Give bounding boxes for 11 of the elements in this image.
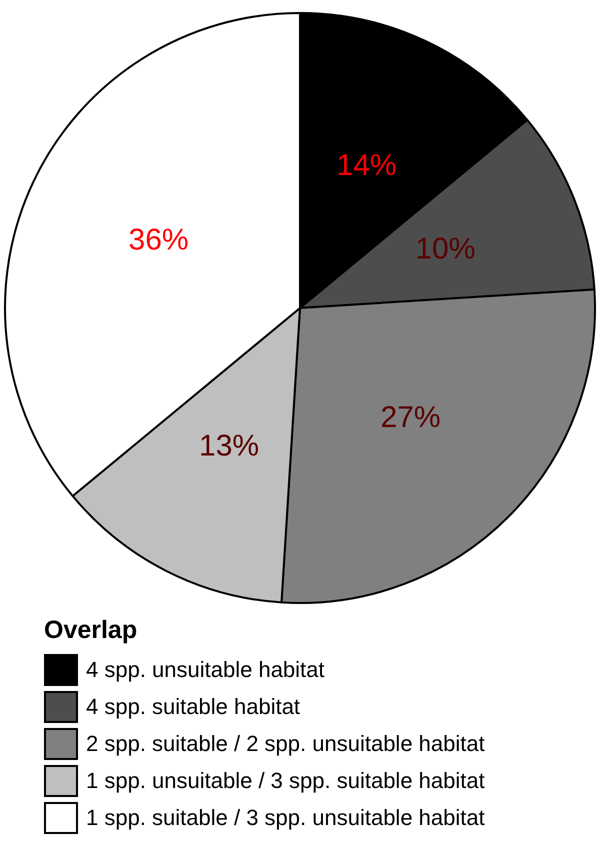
legend-title: Overlap	[44, 616, 138, 645]
data-label: 14%	[336, 148, 397, 182]
data-label: 13%	[198, 430, 260, 463]
legend-label: 1 spp. unsuitable / 3 spp. suitable habitat	[86, 768, 485, 794]
data-label: 10%	[415, 232, 476, 266]
legend-label: 4 spp. suitable habitat	[86, 694, 300, 720]
legend-label: 2 spp. suitable / 2 spp. unsuitable habitat	[86, 730, 485, 756]
legend-label: 4 spp. unsuitable habitat	[86, 656, 325, 682]
legend-label: 1 spp. suitable / 3 spp. unsuitable habitat	[86, 804, 485, 830]
data-label: 27%	[380, 400, 441, 434]
data-label: 36%	[128, 224, 189, 257]
